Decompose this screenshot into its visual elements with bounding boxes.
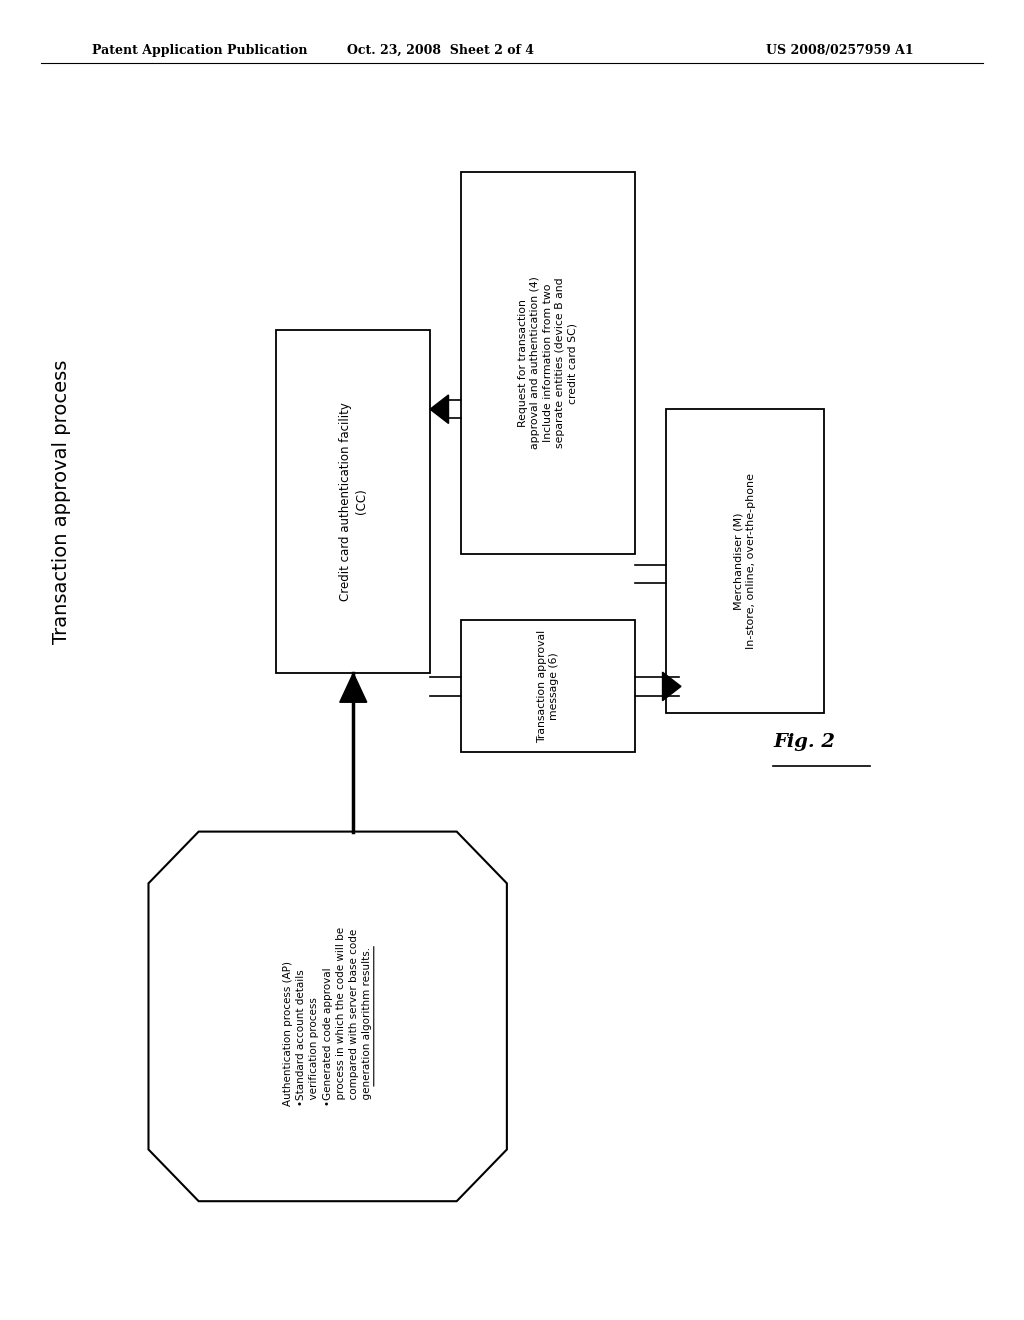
Text: Patent Application Publication: Patent Application Publication bbox=[92, 44, 307, 57]
Bar bbox=[461, 172, 635, 554]
Text: Request for transaction
approval and authentication (4)
Include information from: Request for transaction approval and aut… bbox=[518, 277, 578, 449]
Polygon shape bbox=[430, 395, 449, 424]
Text: US 2008/0257959 A1: US 2008/0257959 A1 bbox=[766, 44, 913, 57]
Bar bbox=[666, 409, 824, 713]
Polygon shape bbox=[663, 672, 681, 701]
Polygon shape bbox=[340, 673, 367, 702]
Text: Transaction approval
message (6): Transaction approval message (6) bbox=[537, 630, 559, 743]
Text: Merchandiser (M)
In-store, online, over-the-phone: Merchandiser (M) In-store, online, over-… bbox=[734, 473, 756, 649]
Text: Fig. 2: Fig. 2 bbox=[773, 733, 836, 751]
Text: Credit card authentication facility
(CC): Credit card authentication facility (CC) bbox=[339, 403, 368, 601]
Text: Authentication process (AP)
•Standard account details
  verification process
•Ge: Authentication process (AP) •Standard ac… bbox=[283, 927, 373, 1106]
Bar bbox=[461, 620, 635, 752]
Bar bbox=[276, 330, 430, 673]
Polygon shape bbox=[148, 832, 507, 1201]
Text: Transaction approval process: Transaction approval process bbox=[52, 359, 71, 644]
Text: Oct. 23, 2008  Sheet 2 of 4: Oct. 23, 2008 Sheet 2 of 4 bbox=[347, 44, 534, 57]
